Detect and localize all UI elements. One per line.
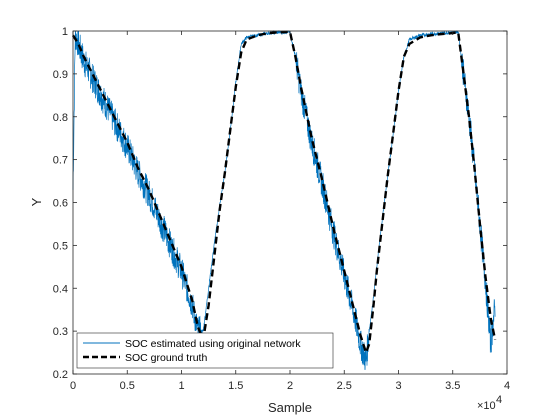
x-exponent-power: 4 [496, 394, 502, 406]
y-axis-label: Y [29, 197, 44, 206]
legend-label-ground-truth: SOC ground truth [125, 352, 207, 364]
x-exponent-base: ×10 [477, 400, 496, 412]
y-tick-label: 0.2 [53, 369, 68, 381]
x-axis: 0 0.5 1 1.5 2 2.5 3 3.5 4 [70, 31, 510, 392]
x-tick-label: 1.5 [228, 380, 243, 392]
x-tick-label: 2 [287, 380, 293, 392]
x-tick-label: 0 [70, 380, 76, 392]
x-axis-label: Sample [268, 400, 312, 415]
x-exponent: ×10 4 [477, 394, 502, 412]
y-tick-label: 0.6 [53, 198, 68, 210]
y-tick-label: 0.8 [53, 112, 68, 124]
x-tick-label: 3.5 [445, 380, 460, 392]
y-axis: 0.2 0.3 0.4 0.5 0.6 0.7 0.8 0.9 1 [53, 26, 507, 381]
series-lines [71, 30, 497, 357]
y-tick-label: 0.9 [53, 69, 68, 81]
y-tick-label: 1 [62, 26, 68, 38]
x-tick-label: 0.5 [120, 380, 135, 392]
legend-label-estimated: SOC estimated using original network [125, 338, 301, 350]
y-tick-label: 0.5 [53, 240, 68, 252]
y-tick-label: 0.3 [53, 326, 68, 338]
plot-background [73, 31, 507, 374]
x-tick-label: 2.5 [337, 380, 352, 392]
ground-truth-soc-line [71, 30, 497, 357]
y-tick-label: 0.7 [53, 155, 68, 167]
legend: SOC estimated using original network SOC… [76, 332, 334, 369]
x-tick-label: 1 [178, 380, 184, 392]
legend-box [76, 332, 334, 369]
x-tick-label: 3 [395, 380, 401, 392]
y-tick-label: 0.4 [53, 283, 68, 295]
x-tick-label: 4 [504, 380, 510, 392]
